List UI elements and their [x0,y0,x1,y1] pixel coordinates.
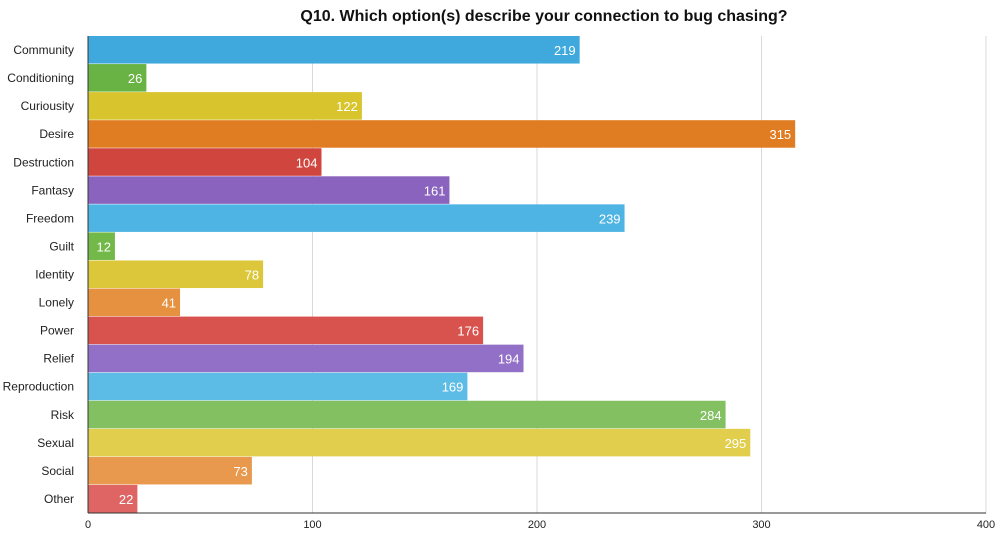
bar-other [88,484,138,513]
bars [88,36,796,513]
bar-relief [88,344,524,373]
x-tick-label: 200 [528,519,546,531]
data-label: 122 [336,99,358,114]
bar-guilt [88,232,115,260]
bar-community [88,36,580,64]
data-label: 176 [457,324,479,339]
data-label: 78 [245,268,259,283]
category-label: Guilt [49,239,74,253]
bar-social [88,456,252,485]
bar-risk [88,400,726,429]
data-label: 239 [599,211,621,226]
category-label: Fantasy [31,183,74,197]
category-label: Sexual [37,436,74,450]
data-label: 219 [554,43,576,58]
bar-sexual [88,428,751,457]
data-label: 161 [424,183,446,198]
data-label: 315 [769,127,791,142]
bar-lonely [88,288,181,317]
bar-identity [88,260,264,289]
category-label: Social [41,464,74,478]
bar-fantasy [88,176,450,204]
data-label: 22 [119,492,133,507]
data-label: 194 [498,352,520,367]
bar-reproduction [88,372,468,401]
x-tick-label: 400 [977,519,995,531]
data-label: 73 [233,464,247,479]
axes [87,36,986,514]
data-label: 12 [96,239,110,254]
chart-title: Q10. Which option(s) describe your conne… [300,8,788,25]
bar-desire [88,120,796,148]
data-label: 26 [128,71,142,86]
labels: 0 100 200 300 400 Community 219 Conditioning 26 C… [3,43,996,531]
category-label: Conditioning [7,71,74,85]
bar-conditioning [88,64,147,92]
data-label: 295 [725,436,747,451]
bar-destruction [88,148,322,176]
data-label: 284 [700,408,722,423]
category-label: Reproduction [3,380,74,394]
category-label: Community [13,43,74,57]
category-label: Freedom [26,211,74,225]
x-tick-label: 100 [303,519,321,531]
category-label: Identity [35,268,74,282]
category-label: Other [44,492,74,506]
bar-freedom [88,204,625,232]
data-label: 169 [442,380,464,395]
category-label: Desire [39,127,74,141]
data-label: 41 [162,296,176,311]
bar-power [88,316,484,345]
category-label: Power [40,324,74,338]
category-label: Risk [51,408,75,422]
category-label: Lonely [39,296,74,310]
category-label: Relief [43,352,74,366]
x-tick-label: 0 [85,519,91,531]
bar-curiousity [88,92,362,120]
category-label: Curiousity [21,99,74,113]
category-label: Destruction [13,155,74,169]
x-tick-label: 300 [752,519,770,531]
data-label: 104 [296,155,318,170]
